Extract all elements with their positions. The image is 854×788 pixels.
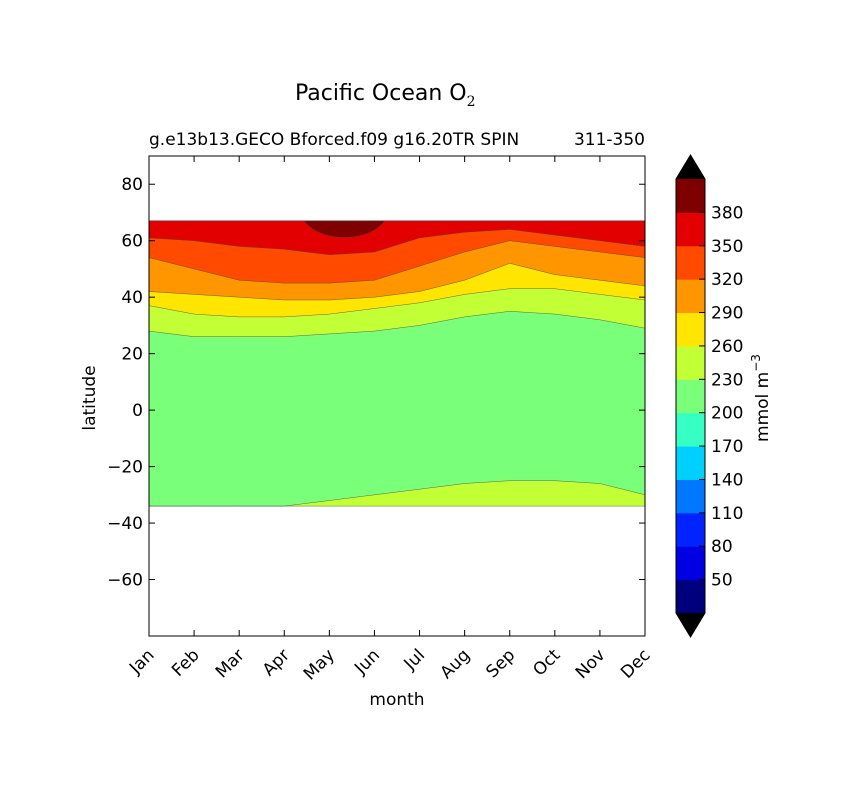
colorbar-segment xyxy=(676,245,705,280)
colorbar-tick-label: 260 xyxy=(711,337,743,357)
x-tick-label: Jan xyxy=(125,645,158,678)
colorbar-tick-label: 170 xyxy=(711,437,743,457)
y-tick-label: 80 xyxy=(121,175,143,195)
x-tick-label: Nov xyxy=(572,645,610,683)
y-tick-label: 40 xyxy=(121,288,143,308)
x-tick-label: Dec xyxy=(617,645,654,682)
y-tick-label: 20 xyxy=(121,345,143,365)
colorbar-segment xyxy=(676,579,705,614)
colorbar-segment xyxy=(676,412,705,447)
y-tick-label: 60 xyxy=(121,232,143,252)
subtitle-left: g.e13b13.GECO Bforced.f09 g16.20TR SPIN xyxy=(149,130,519,150)
colorbar-tick-label: 200 xyxy=(711,404,743,424)
y-axis: 80 60 40 20 0 −20 −40 −60 xyxy=(107,175,645,591)
colorbar-segment xyxy=(676,479,705,514)
colorbar-segment xyxy=(676,379,705,414)
colorbar-segment xyxy=(676,446,705,480)
colorbar-label: mmol m−3 xyxy=(749,354,773,442)
title-text: Pacific Ocean O2 xyxy=(295,81,476,110)
colorbar-segment xyxy=(676,279,705,314)
x-tick-label: Jul xyxy=(400,645,429,674)
colorbar-segment xyxy=(676,179,705,213)
colorbar-tick-label: 290 xyxy=(711,304,743,324)
colorbar-segment xyxy=(676,345,705,380)
colorbar-tick-label: 50 xyxy=(711,571,733,591)
colorbar-tick-label: 320 xyxy=(711,270,743,290)
subtitle-right: 311-350 xyxy=(574,130,645,150)
x-tick-label: Aug xyxy=(437,645,475,683)
x-tick-label: Feb xyxy=(168,645,203,680)
colorbar-segment xyxy=(676,212,705,247)
colorbar-tick-label: 140 xyxy=(711,470,743,490)
x-tick-label: Apr xyxy=(259,645,294,680)
colorbar-outline xyxy=(675,154,706,638)
contour-band-380 xyxy=(303,220,385,238)
x-tick-label: Oct xyxy=(529,645,564,680)
y-axis-label: latitude xyxy=(80,365,100,430)
colorbar-tick-label: 80 xyxy=(711,537,733,557)
plot-area xyxy=(148,155,646,637)
colorbar: 50 80 110 140 170 200 230 260 290 320 350 380 xyxy=(675,154,743,638)
colorbar-segment xyxy=(676,546,705,581)
plot-frame xyxy=(148,155,646,637)
colorbar-extend-low xyxy=(676,613,705,637)
y-tick-label: 0 xyxy=(132,401,143,421)
colorbar-extend-high xyxy=(676,155,705,179)
colorbar-segment xyxy=(676,512,705,547)
y-tick-label: −40 xyxy=(107,514,143,534)
colorbar-tick-label: 350 xyxy=(711,237,743,257)
x-tick-label: Jun xyxy=(350,645,384,679)
colorbar-tick-label: 380 xyxy=(711,203,743,223)
x-axis-label: month xyxy=(369,690,424,710)
colorbar-segment xyxy=(676,312,705,347)
x-tick-label: May xyxy=(300,645,339,684)
chart-title: Pacific Ocean O2 xyxy=(295,81,476,110)
y-tick-label: −60 xyxy=(107,571,143,591)
x-tick-label: Mar xyxy=(212,645,249,682)
colorbar-tick-label: 230 xyxy=(711,370,743,390)
y-tick-label: −20 xyxy=(107,458,143,478)
x-tick-label: Sep xyxy=(482,645,519,682)
colorbar-tick-label: 110 xyxy=(711,504,743,524)
